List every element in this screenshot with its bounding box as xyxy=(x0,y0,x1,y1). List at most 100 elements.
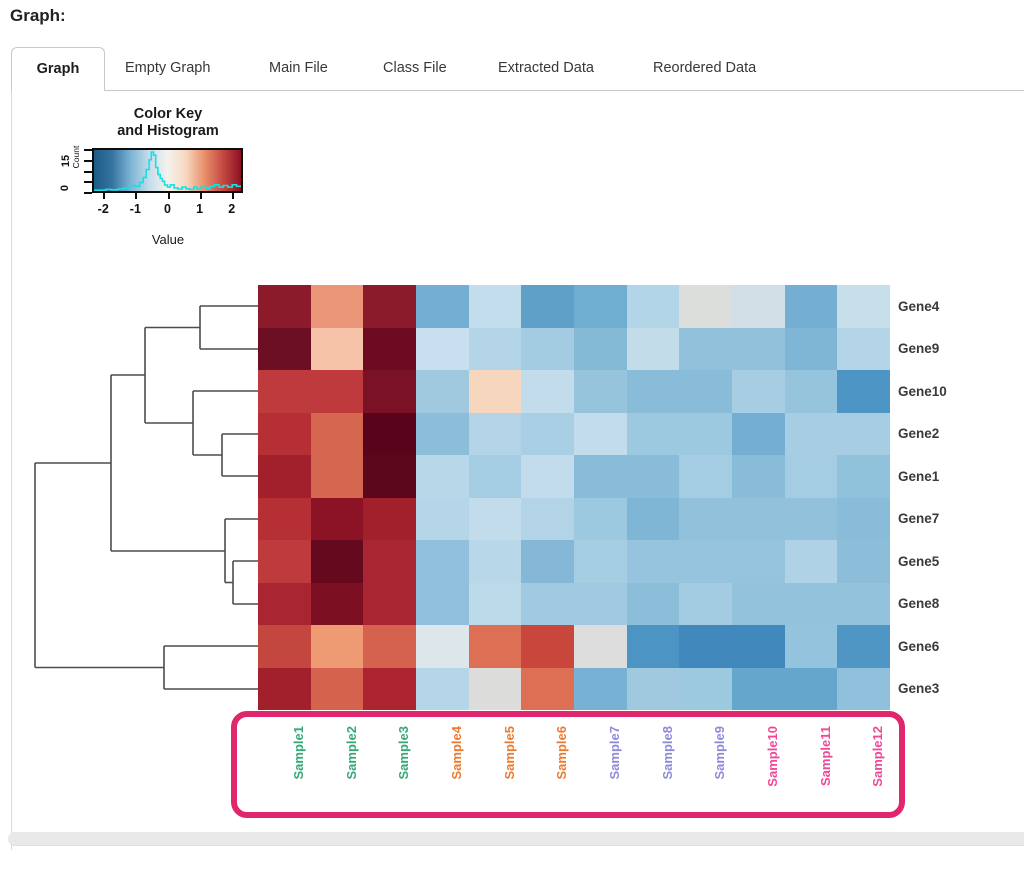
heatmap-cell xyxy=(732,625,785,668)
heatmap-cell xyxy=(521,582,574,625)
color-key-xtick-label: -1 xyxy=(129,202,141,216)
heatmap-cell xyxy=(468,667,522,710)
heatmap-cell xyxy=(626,370,680,413)
heatmap-cell xyxy=(310,667,364,710)
heatmap-cell xyxy=(626,327,680,370)
heatmap-cell xyxy=(626,540,680,583)
color-key-xlabel: Value xyxy=(151,232,185,247)
heatmap-cell xyxy=(521,327,574,370)
heatmap-cell xyxy=(679,285,732,328)
row-labels: Gene4 Gene9 Gene10 Gene2 Gene1 Gene7 Gene5 Gene… xyxy=(898,285,947,710)
heatmap-cell xyxy=(784,370,838,413)
heatmap-cell xyxy=(784,455,838,498)
color-key-ytick-mark xyxy=(84,181,92,184)
heatmap-cell xyxy=(626,497,680,540)
tab-class-file[interactable]: Class File xyxy=(383,60,447,76)
heatmap-cell xyxy=(521,285,574,328)
color-key-ytick-15: 15 xyxy=(60,154,73,168)
heatmap-cell xyxy=(574,370,627,413)
color-key-xtick-label: 0 xyxy=(164,202,171,216)
color-key-ytick-mark xyxy=(84,159,92,162)
heatmap-cell xyxy=(521,667,574,710)
row-label: Gene8 xyxy=(898,596,940,612)
heatmap-cell xyxy=(574,327,627,370)
row-label: Gene4 xyxy=(898,298,940,314)
heatmap-cell xyxy=(521,625,574,668)
heatmap-cell xyxy=(416,667,469,710)
color-key-xtick-mark xyxy=(231,193,234,199)
heatmap-cell xyxy=(521,412,574,455)
heatmap-cell xyxy=(784,667,838,710)
heatmap-cell xyxy=(468,370,522,413)
heatmap-cell xyxy=(732,285,785,328)
tab-main-file[interactable]: Main File xyxy=(269,60,328,76)
heatmap xyxy=(258,285,890,710)
heatmap-cell xyxy=(784,327,838,370)
heatmap-cell xyxy=(679,497,732,540)
heatmap-cell xyxy=(574,625,627,668)
heatmap-cell xyxy=(574,455,627,498)
column-label: Sample9 xyxy=(712,726,728,780)
heatmap-cell xyxy=(837,370,890,413)
column-label: Sample8 xyxy=(659,726,675,780)
heatmap-cell xyxy=(837,327,890,370)
heatmap-cell xyxy=(784,540,838,583)
tab-empty-graph[interactable]: Empty Graph xyxy=(125,60,211,76)
heatmap-cell xyxy=(732,667,785,710)
heatmap-cell xyxy=(679,540,732,583)
heatmap-cell xyxy=(416,455,469,498)
heatmap-cell xyxy=(310,497,364,540)
heatmap-cell xyxy=(784,285,838,328)
tab-strip-divider xyxy=(104,90,1024,91)
heatmap-cell xyxy=(363,412,416,455)
horizontal-scrollbar[interactable] xyxy=(8,832,1024,846)
color-key-ytick-mark xyxy=(84,170,92,173)
color-key-ytick-0: 0 xyxy=(59,184,72,192)
sample-labels-highlight-box xyxy=(231,711,905,818)
heatmap-cell xyxy=(626,667,680,710)
heatmap-cell xyxy=(521,540,574,583)
heatmap-cell xyxy=(310,370,364,413)
column-label: Sample2 xyxy=(343,726,359,780)
heatmap-cell xyxy=(574,412,627,455)
heatmap-cell xyxy=(679,455,732,498)
color-key-xtick-mark xyxy=(199,193,202,199)
heatmap-cell xyxy=(258,455,311,498)
column-label: Sample6 xyxy=(554,726,570,780)
heatmap-cell xyxy=(363,497,416,540)
tab-extracted-data[interactable]: Extracted Data xyxy=(498,60,594,76)
column-label: Sample12 xyxy=(870,726,886,787)
heatmap-cell xyxy=(258,625,311,668)
heatmap-cell xyxy=(468,582,522,625)
color-key-xtick-label: -2 xyxy=(97,202,109,216)
heatmap-cell xyxy=(363,455,416,498)
heatmap-cell xyxy=(258,412,311,455)
column-label: Sample4 xyxy=(448,726,464,780)
heatmap-cell xyxy=(310,412,364,455)
panel-left-border xyxy=(11,90,12,850)
color-key-ytick-mark xyxy=(84,149,92,151)
color-key-xtick-label: 1 xyxy=(196,202,204,216)
heatmap-cell xyxy=(258,540,311,583)
heatmap-cell xyxy=(363,667,416,710)
column-label: Sample5 xyxy=(501,726,517,780)
row-dendrogram xyxy=(34,305,258,690)
heatmap-cell xyxy=(574,582,627,625)
heatmap-cell xyxy=(416,625,469,668)
heatmap-cell xyxy=(521,455,574,498)
tab-reordered-data[interactable]: Reordered Data xyxy=(653,60,757,76)
heatmap-cell xyxy=(626,455,680,498)
heatmap-cell xyxy=(679,370,732,413)
heatmap-cell xyxy=(363,285,416,328)
heatmap-cell xyxy=(416,285,469,328)
heatmap-cell xyxy=(258,582,311,625)
heatmap-cell xyxy=(837,667,890,710)
heatmap-cell xyxy=(468,327,522,370)
heatmap-cell xyxy=(837,497,890,540)
heatmap-cell xyxy=(784,497,838,540)
heatmap-cell xyxy=(679,327,732,370)
tab-graph[interactable]: Graph xyxy=(11,47,105,91)
column-label: Sample3 xyxy=(396,726,412,780)
heatmap-cell xyxy=(837,582,890,625)
heatmap-cell xyxy=(363,582,416,625)
